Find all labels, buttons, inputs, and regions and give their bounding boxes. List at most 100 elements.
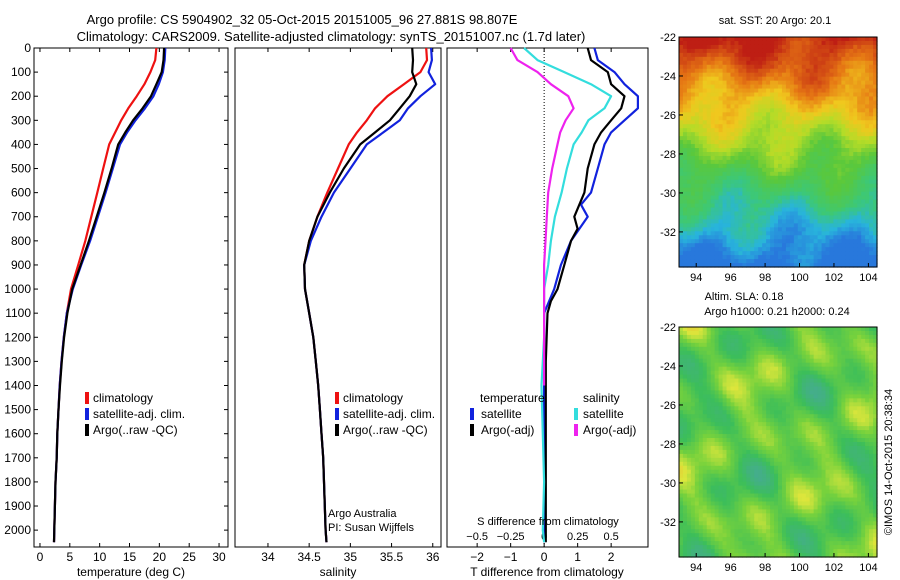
heatmap-cell [762, 231, 767, 236]
heatmap-cell [789, 402, 795, 407]
heatmap-cell [801, 191, 807, 197]
heatmap-cell [857, 80, 862, 86]
heatmap-cell [694, 442, 700, 447]
heatmap-cell [686, 386, 692, 392]
heatmap-cell [781, 465, 787, 471]
heatmap-cell [730, 183, 736, 189]
heatmap-cell [809, 64, 815, 70]
heatmap-cell [746, 414, 751, 419]
heatmap-cell [770, 124, 775, 129]
heatmap-cell [694, 430, 700, 435]
heatmap-cell [873, 426, 878, 431]
heatmap-cell [730, 255, 736, 260]
heatmap-cell [754, 112, 759, 117]
sla-map: 94 96 98 100 102 104-22-24-26-28-30-32 [660, 322, 878, 574]
heatmap-cell [861, 199, 866, 205]
heatmap-cell [841, 183, 846, 189]
heatmap-cell [714, 457, 720, 463]
heatmap-cell [682, 80, 688, 86]
heatmap-cell [825, 112, 831, 117]
heatmap-cell [686, 40, 692, 46]
heatmap-cell [730, 374, 736, 380]
heatmap-cell [742, 60, 747, 66]
heatmap-cell [679, 92, 684, 98]
heatmap-cell [865, 211, 870, 217]
heatmap-cell [813, 334, 819, 340]
heatmap-cell [778, 438, 783, 443]
heatmap-cell [849, 473, 854, 479]
heatmap-cell [702, 163, 708, 169]
heatmap-cell [837, 402, 842, 407]
heatmap-cell [742, 52, 747, 58]
heatmap-cell [746, 227, 751, 232]
heatmap-cell [690, 414, 696, 419]
heatmap-cell [734, 76, 739, 82]
heatmap-cell [778, 68, 783, 74]
heatmap-cell [793, 334, 799, 340]
heatmap-cell [821, 88, 827, 94]
heatmap-cell [750, 473, 755, 479]
heatmap-cell [694, 84, 700, 90]
heatmap-cell [750, 434, 755, 439]
heatmap-cell [698, 76, 704, 82]
heatmap-cell [698, 430, 704, 435]
heatmap-cell [718, 132, 724, 137]
heatmap-cell [861, 136, 866, 141]
heatmap-cell [690, 402, 696, 407]
heatmap-cell [770, 183, 775, 189]
heatmap-cell [837, 88, 842, 94]
heatmap-cell [805, 422, 811, 427]
heatmap-cell [746, 155, 751, 161]
heatmap-cell [726, 219, 732, 224]
heatmap-cell [746, 203, 751, 209]
heatmap-cell [770, 430, 775, 435]
heatmap-cell [789, 128, 795, 133]
heatmap-cell [869, 140, 874, 145]
heatmap-cell [714, 418, 720, 423]
heatmap-cell [825, 68, 831, 74]
heatmap-cell [710, 40, 716, 46]
heatmap-cell [679, 124, 684, 129]
heatmap-cell [686, 92, 692, 98]
y-tick-label: 800 [11, 234, 31, 248]
heatmap-cell [770, 52, 775, 58]
heatmap-cell [865, 251, 870, 256]
heatmap-cell [797, 195, 803, 201]
heatmap-cell [706, 56, 712, 62]
heatmap-cell [793, 231, 799, 236]
heatmap-cell [710, 453, 716, 459]
heatmap-cell [837, 251, 842, 256]
heatmap-cell [869, 350, 874, 356]
heatmap-cell [778, 163, 783, 169]
heatmap-cell [682, 219, 688, 224]
heatmap-cell [825, 148, 831, 153]
heatmap-cell [702, 52, 708, 58]
heatmap-cell [770, 346, 775, 352]
heatmap-cell [833, 442, 838, 447]
heatmap-cell [849, 132, 854, 137]
heatmap-cell [730, 398, 736, 403]
heatmap-cell [853, 382, 858, 388]
heatmap-cell [837, 235, 842, 240]
heatmap-cell [825, 461, 831, 467]
heatmap-cell [774, 378, 779, 384]
heatmap-cell [766, 179, 771, 185]
heatmap-cell [698, 342, 704, 348]
heatmap-cell [841, 342, 846, 348]
heatmap-cell [829, 374, 835, 380]
heatmap-cell [813, 457, 819, 463]
heatmap-cell [734, 457, 739, 463]
heatmap-cell [686, 100, 692, 106]
heatmap-cell [861, 231, 866, 236]
heatmap-cell [746, 243, 751, 248]
heatmap-cell [805, 148, 811, 153]
heatmap-cell [793, 457, 799, 463]
heatmap-cell [766, 96, 771, 102]
heatmap-cell [857, 378, 862, 384]
heatmap-cell [873, 370, 878, 376]
heatmap-cell [805, 37, 811, 42]
heatmap-cell [797, 457, 803, 463]
heatmap-cell [805, 40, 811, 46]
heatmap-cell [817, 128, 823, 133]
heatmap-cell [789, 362, 795, 368]
